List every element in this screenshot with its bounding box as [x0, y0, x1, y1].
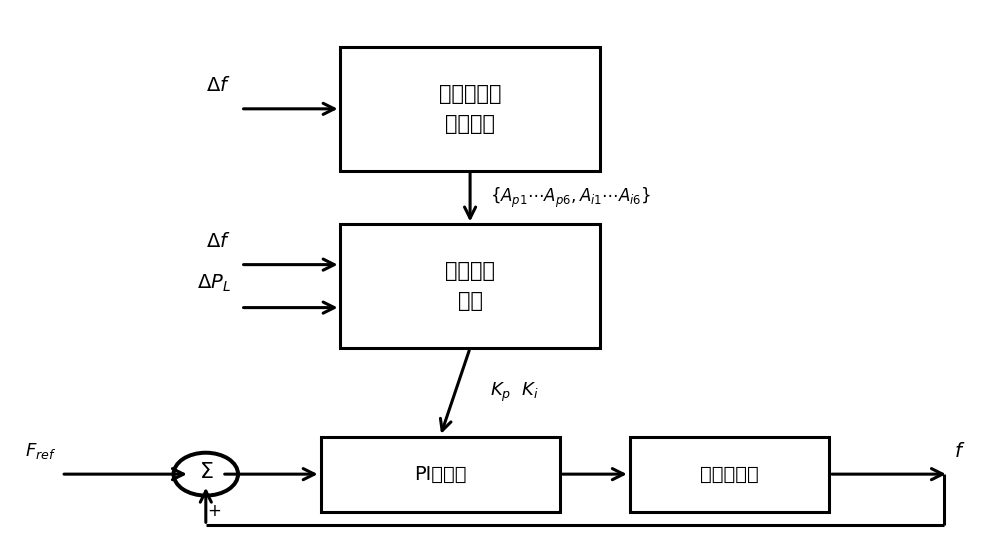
Text: $f$: $f$: [954, 442, 965, 461]
Text: 微燃气稳定: 微燃气稳定: [700, 464, 759, 484]
Text: $\Delta P_L$: $\Delta P_L$: [197, 273, 231, 294]
Text: $\{A_{p1}\cdots A_{p6},A_{i1}\cdots A_{i6}\}$: $\{A_{p1}\cdots A_{p6},A_{i1}\cdots A_{i…: [490, 185, 651, 210]
Bar: [320, 436, 560, 512]
Text: $\Sigma$: $\Sigma$: [199, 462, 213, 482]
Text: 随机加速粒
子群优化: 随机加速粒 子群优化: [439, 84, 501, 133]
Text: $K_p$  $K_i$: $K_p$ $K_i$: [490, 381, 539, 404]
Text: $\Delta f$: $\Delta f$: [206, 76, 231, 96]
Text: 模糊逻辑
运算: 模糊逻辑 运算: [445, 261, 495, 311]
Bar: [340, 47, 600, 171]
Ellipse shape: [174, 453, 238, 496]
Text: PI控制器: PI控制器: [414, 464, 466, 484]
Text: $F_{ref}$: $F_{ref}$: [25, 441, 56, 461]
Bar: [630, 436, 829, 512]
Text: +: +: [207, 502, 221, 520]
Bar: [340, 224, 600, 348]
Text: $\Delta f$: $\Delta f$: [206, 232, 231, 251]
